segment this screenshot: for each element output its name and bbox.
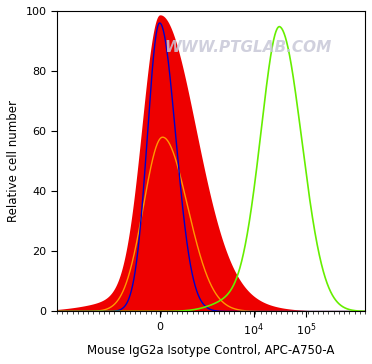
Y-axis label: Relative cell number: Relative cell number xyxy=(7,100,20,222)
Text: WWW.PTGLAB.COM: WWW.PTGLAB.COM xyxy=(164,40,331,55)
X-axis label: Mouse IgG2a Isotype Control, APC-A750-A: Mouse IgG2a Isotype Control, APC-A750-A xyxy=(87,344,335,357)
